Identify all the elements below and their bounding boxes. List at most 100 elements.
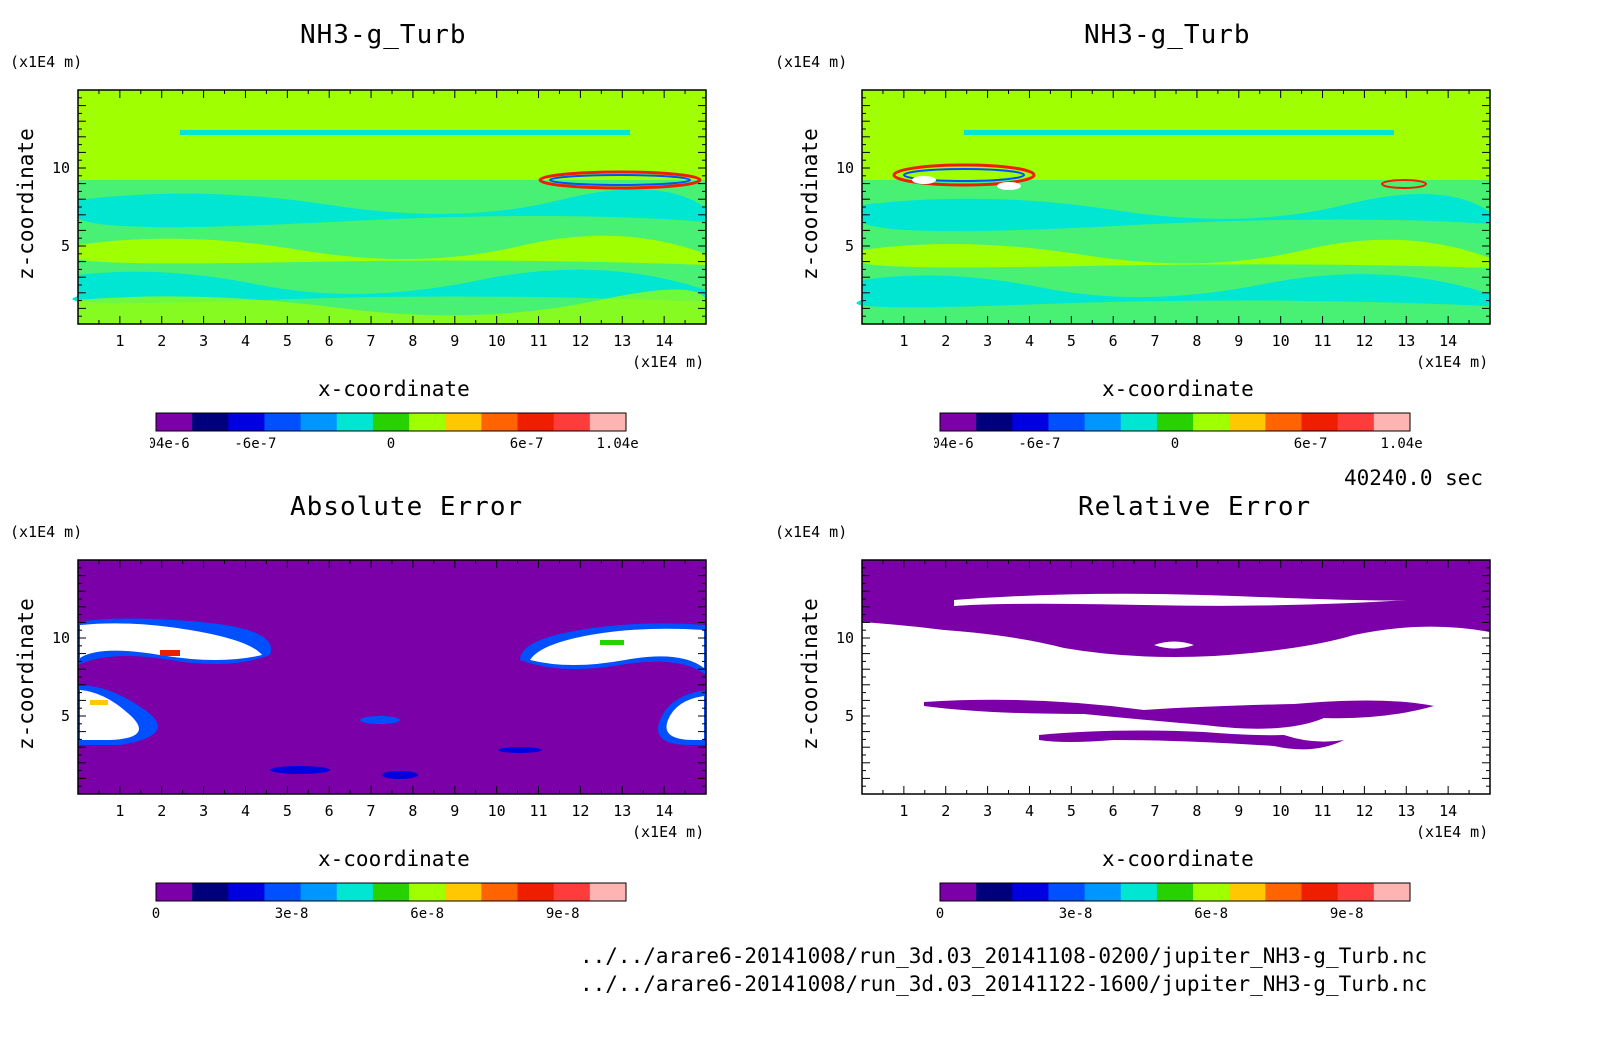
colorbar-segment — [1048, 413, 1086, 431]
colorbar-segment — [409, 413, 446, 431]
x-tick-label: 11 — [1314, 332, 1332, 350]
x-tick-label: 13 — [613, 332, 631, 350]
colorbar-segment — [372, 883, 410, 901]
x-tick-label: 5 — [1067, 802, 1076, 820]
colorbar-tick-label: 6e-7 — [1294, 436, 1328, 452]
x-tick-label: 1 — [115, 332, 124, 350]
x-tick-label: 11 — [530, 802, 548, 820]
x-tick-label: 11 — [1314, 802, 1332, 820]
colorbar-frame — [939, 412, 1411, 432]
colorbar-segment — [1229, 413, 1266, 431]
y-axis-label: z-coordinate — [14, 128, 38, 280]
colorbar-segment — [228, 413, 265, 431]
y-tick-label: 10 — [52, 159, 70, 177]
colorbar-segment — [445, 883, 482, 901]
x-tick-label: 7 — [367, 802, 376, 820]
colorbar-segment — [553, 413, 591, 431]
x-tick-label: 13 — [1397, 332, 1415, 350]
colorbar-tick-label: 0 — [1171, 436, 1179, 452]
x-tick-label: 6 — [1109, 802, 1118, 820]
x-tick-label: 9 — [450, 332, 459, 350]
x-tick-label: 8 — [408, 802, 417, 820]
y-axis-label: z-coordinate — [14, 598, 38, 750]
x-tick-label: 6 — [325, 802, 334, 820]
colorbar: 0 3e-8 6e-8 9e-8 — [152, 882, 627, 922]
x-tick-label: 8 — [1192, 332, 1201, 350]
colorbar-tick-label: 1.04e-6 — [1380, 436, 1424, 452]
colorbar-segment — [1084, 413, 1122, 431]
x-tick-label: 11 — [530, 332, 548, 350]
x-tick-label: 1 — [899, 332, 908, 350]
x-tick-label: 12 — [571, 802, 589, 820]
colorbar-segment — [517, 883, 555, 901]
y-unit-label: (x1E4 m) — [775, 53, 848, 71]
colorbar-segment — [589, 883, 627, 901]
x-tick-label: 7 — [1151, 802, 1160, 820]
colorbar-segment — [1156, 413, 1194, 431]
colorbar-tick-label: 3e-8 — [1059, 906, 1093, 922]
x-tick-label: 8 — [408, 332, 417, 350]
colorbar-segment — [300, 413, 338, 431]
x-tick-label: 3 — [199, 332, 208, 350]
colorbar-segment — [409, 883, 446, 901]
colorbar-segment — [264, 413, 302, 431]
x-tick-label: 7 — [367, 332, 376, 350]
colorbar-segment — [228, 883, 265, 901]
colorbar-segment — [1373, 413, 1411, 431]
x-tick-label: 7 — [1151, 332, 1160, 350]
colorbar: -1.04e-6 -6e-7 0 6e-7 1.04e-6 — [934, 412, 1424, 452]
colorbar-tick-label: 1.04e-6 — [596, 436, 640, 452]
colorbar-tick-label: 0 — [936, 906, 944, 922]
x-tick-label: 6 — [325, 332, 334, 350]
x-tick-label: 13 — [613, 802, 631, 820]
x-tick-label: 12 — [1355, 802, 1373, 820]
colorbar-tick-label: -6e-7 — [1018, 436, 1060, 452]
colorbar-segment — [940, 413, 977, 431]
colorbar: 0 3e-8 6e-8 9e-8 — [936, 882, 1411, 922]
colorbar-segment — [1120, 883, 1158, 901]
colorbar-tick-label: -1.04e-6 — [934, 436, 974, 452]
colorbar-segment — [976, 413, 1013, 431]
x-tick-label: 12 — [571, 332, 589, 350]
x-tick-label: 5 — [283, 802, 292, 820]
panel-title: NH3-g_Turb — [1084, 20, 1251, 50]
colorbar-segment — [1373, 883, 1411, 901]
colorbar-segment — [192, 883, 229, 901]
colorbar-segment — [156, 413, 193, 431]
x-axis-label: x-coordinate — [1102, 377, 1254, 401]
field-image — [856, 90, 1490, 324]
x-tick-label: 14 — [1439, 332, 1457, 350]
x-tick-label: 14 — [655, 332, 673, 350]
colorbar-segment — [1193, 883, 1230, 901]
x-tick-label: 5 — [1067, 332, 1076, 350]
x-axis-label: x-coordinate — [1102, 847, 1254, 871]
x-tick-label: 14 — [655, 802, 673, 820]
y-tick-label: 10 — [52, 629, 70, 647]
x-tick-label: 4 — [1025, 332, 1034, 350]
colorbar-segment — [1229, 883, 1266, 901]
y-unit-label: (x1E4 m) — [10, 523, 83, 541]
colorbar-segment — [1265, 883, 1303, 901]
x-axis-label: x-coordinate — [318, 377, 470, 401]
colorbar-segment — [336, 883, 374, 901]
panel-title: NH3-g_Turb — [300, 20, 467, 50]
x-tick-label: 2 — [157, 332, 166, 350]
colorbar-segment — [1012, 413, 1049, 431]
colorbar-segment — [976, 883, 1013, 901]
colorbar-segment — [1012, 883, 1049, 901]
colorbar-tick-label: 9e-8 — [546, 906, 580, 922]
colorbar-frame — [939, 882, 1411, 902]
colorbar-segment — [300, 883, 338, 901]
colorbar: -1.04e-6 -6e-7 0 6e-7 1.04e-6 — [150, 412, 640, 452]
x-unit-label: (x1E4 m) — [1416, 353, 1489, 371]
x-tick-label: 3 — [983, 802, 992, 820]
panel-title: Relative Error — [1078, 492, 1312, 522]
x-tick-label: 10 — [488, 332, 506, 350]
colorbar-frame — [155, 412, 627, 432]
